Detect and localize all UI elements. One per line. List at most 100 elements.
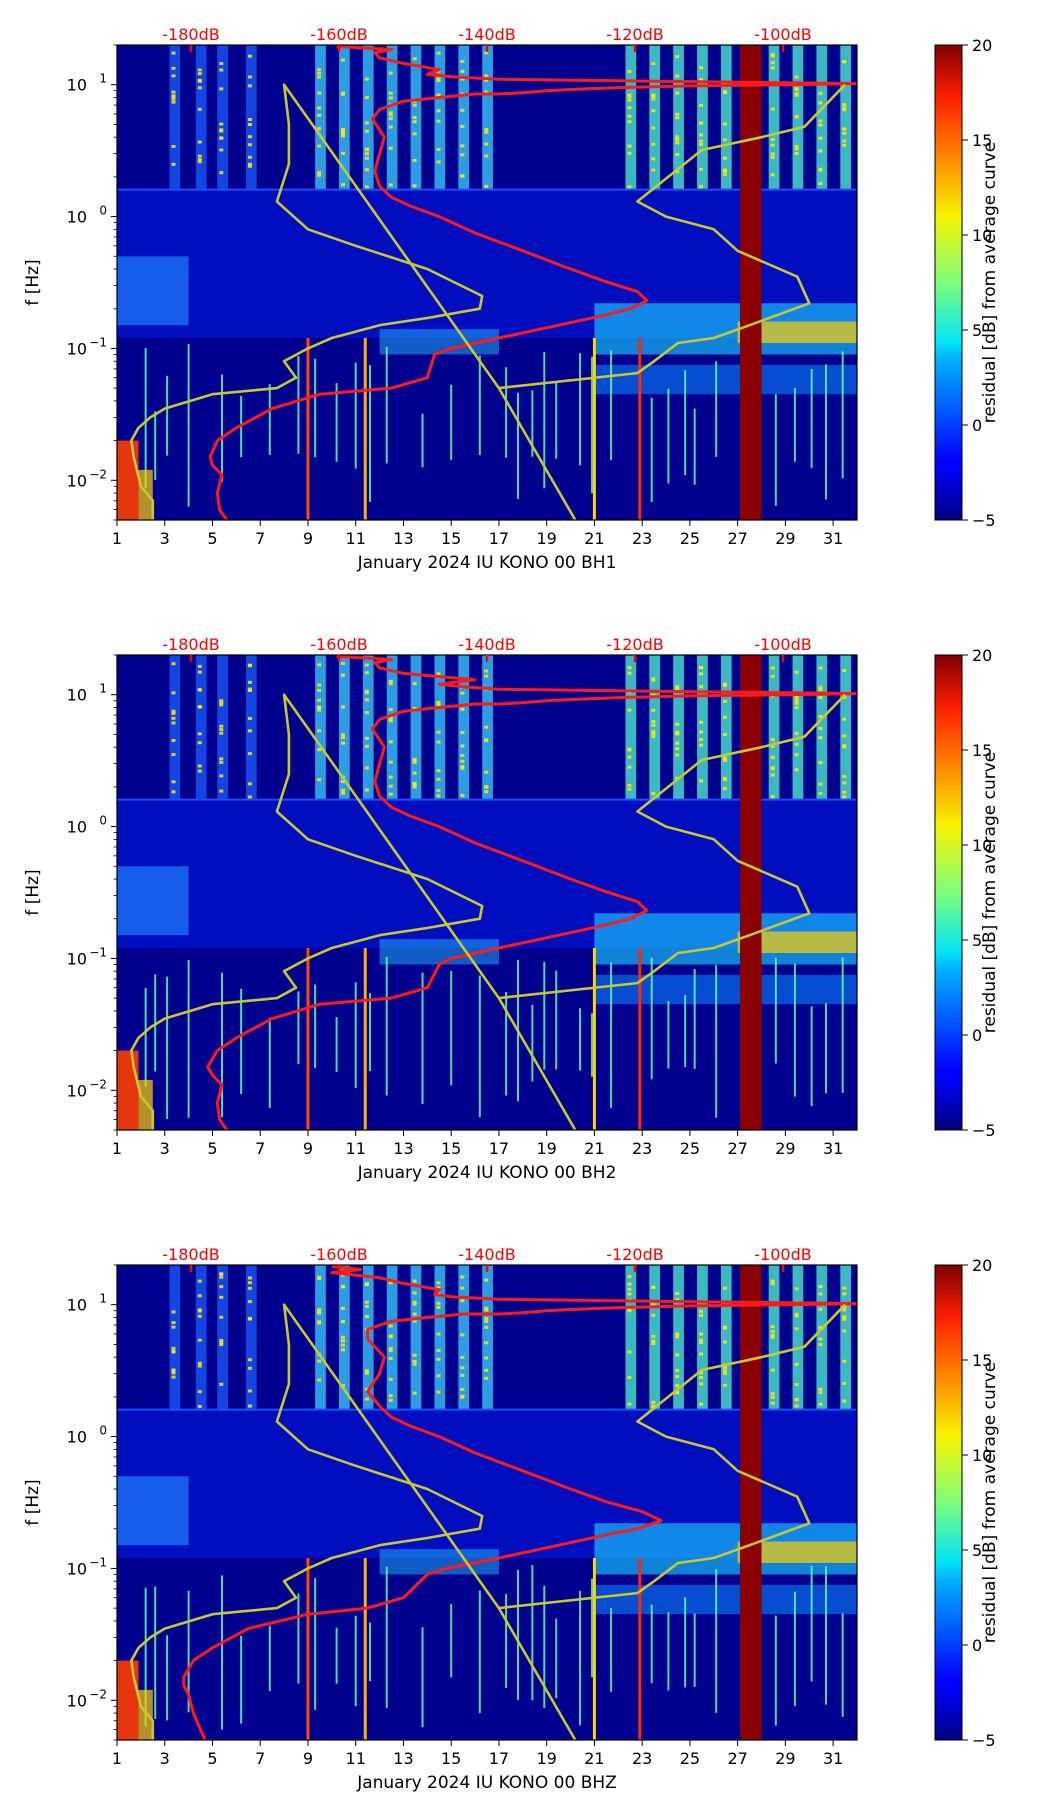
hf-speckle [770,666,775,670]
plot-area [117,655,857,1130]
hf-speckle [794,701,799,705]
hf-speckle [699,1338,704,1342]
hf-speckle [484,770,489,774]
hf-speckle [794,115,799,119]
hf-speckle [627,1292,632,1296]
hf-speckle [770,61,775,65]
hf-speckle [460,691,465,695]
hf-speckle [388,1346,393,1350]
hf-speckle [247,54,252,58]
low-freq-edge-fade [138,1689,153,1740]
hf-speckle [197,1364,202,1368]
hf-speckle [341,1335,345,1339]
colorbar-label: residual [dB] from average curve [980,1362,1000,1643]
hf-speckle [842,695,847,699]
hf-speckle [794,699,799,703]
hf-speckle [770,766,775,770]
hf-speckle [219,1275,224,1279]
hf-speckle [197,1279,202,1283]
hf-speckle [388,719,393,723]
hf-speckle [794,768,799,772]
db-tick-label: -180dB [162,1245,219,1264]
db-tick-label: -180dB [162,25,219,44]
hf-stripe [410,655,422,800]
db-tick-label: -160dB [310,1245,367,1264]
x-tick-label: 3 [160,1749,170,1768]
hf-speckle [794,1398,799,1402]
hf-speckle [247,1286,252,1290]
noise-band-early [117,256,189,326]
x-tick-label: 15 [441,1749,461,1768]
x-tick-label: 9 [303,1139,313,1158]
y-tick-exponent: 0 [99,1424,107,1438]
hf-speckle [197,1309,202,1313]
hf-speckle [460,766,465,770]
hf-speckle [675,685,680,689]
hf-speckle [197,1361,202,1365]
y-tick-label: 10 [67,339,87,358]
hf-speckle [699,185,704,189]
hf-speckle [818,136,823,140]
hf-speckle [818,1307,823,1311]
x-tick-label: 29 [775,529,795,548]
hf-speckle [197,107,202,111]
hf-speckle [651,157,656,161]
hf-speckle [699,1309,704,1313]
hf-stripe [410,1265,422,1410]
hf-speckle [171,738,176,742]
hf-speckle [699,685,704,689]
hf-speckle [412,682,417,686]
hf-speckle [388,679,393,683]
colorbar [934,1264,963,1741]
hf-stripe [840,1265,852,1410]
hf-speckle [247,117,252,121]
hf-speckle [722,1366,727,1370]
hf-speckle [436,1332,441,1336]
hf-speckle [219,128,224,132]
hf-speckle [412,783,417,787]
x-tick-label: 29 [775,1139,795,1158]
hf-speckle [460,77,465,81]
hf-speckle [219,62,224,66]
hf-speckle [794,1312,799,1316]
hf-speckle [818,1387,823,1391]
y-tick-label: 10 [67,818,87,837]
hf-speckle [770,1368,775,1372]
hf-speckle [197,157,202,161]
hf-speckle [651,1339,656,1343]
hf-speckle [412,1353,417,1357]
low-freq-edge-fade [138,469,153,520]
hf-speckle [675,152,680,156]
hf-speckle [460,1387,465,1391]
hf-speckle [770,755,775,759]
hf-speckle [842,139,847,143]
hf-speckle [317,708,322,712]
hf-speckle [364,168,369,172]
hf-speckle [412,706,417,710]
hf-speckle [219,1341,224,1345]
hf-speckle [247,162,252,166]
hf-speckle [651,723,656,727]
hf-speckle [460,1299,465,1303]
hf-speckle [699,672,704,676]
hf-speckle [484,1308,489,1312]
hf-speckle [484,90,489,94]
hf-speckle [460,1333,465,1337]
hf-stripe [625,1265,637,1410]
hf-speckle [484,128,489,132]
hf-speckle [842,108,847,112]
hf-speckle [247,1404,252,1408]
hf-speckle [436,93,441,97]
hf-speckle [171,1325,176,1329]
hf-stripe [362,45,374,190]
hf-speckle [341,129,345,133]
hf-speckle [675,112,680,116]
x-tick-label: 5 [207,1749,217,1768]
hf-speckle [436,109,441,113]
db-tick-label: -120dB [606,25,663,44]
hf-speckle [436,1348,441,1352]
hf-speckle [388,1356,393,1360]
hf-speckle [436,1286,441,1290]
hf-speckle [341,127,345,131]
